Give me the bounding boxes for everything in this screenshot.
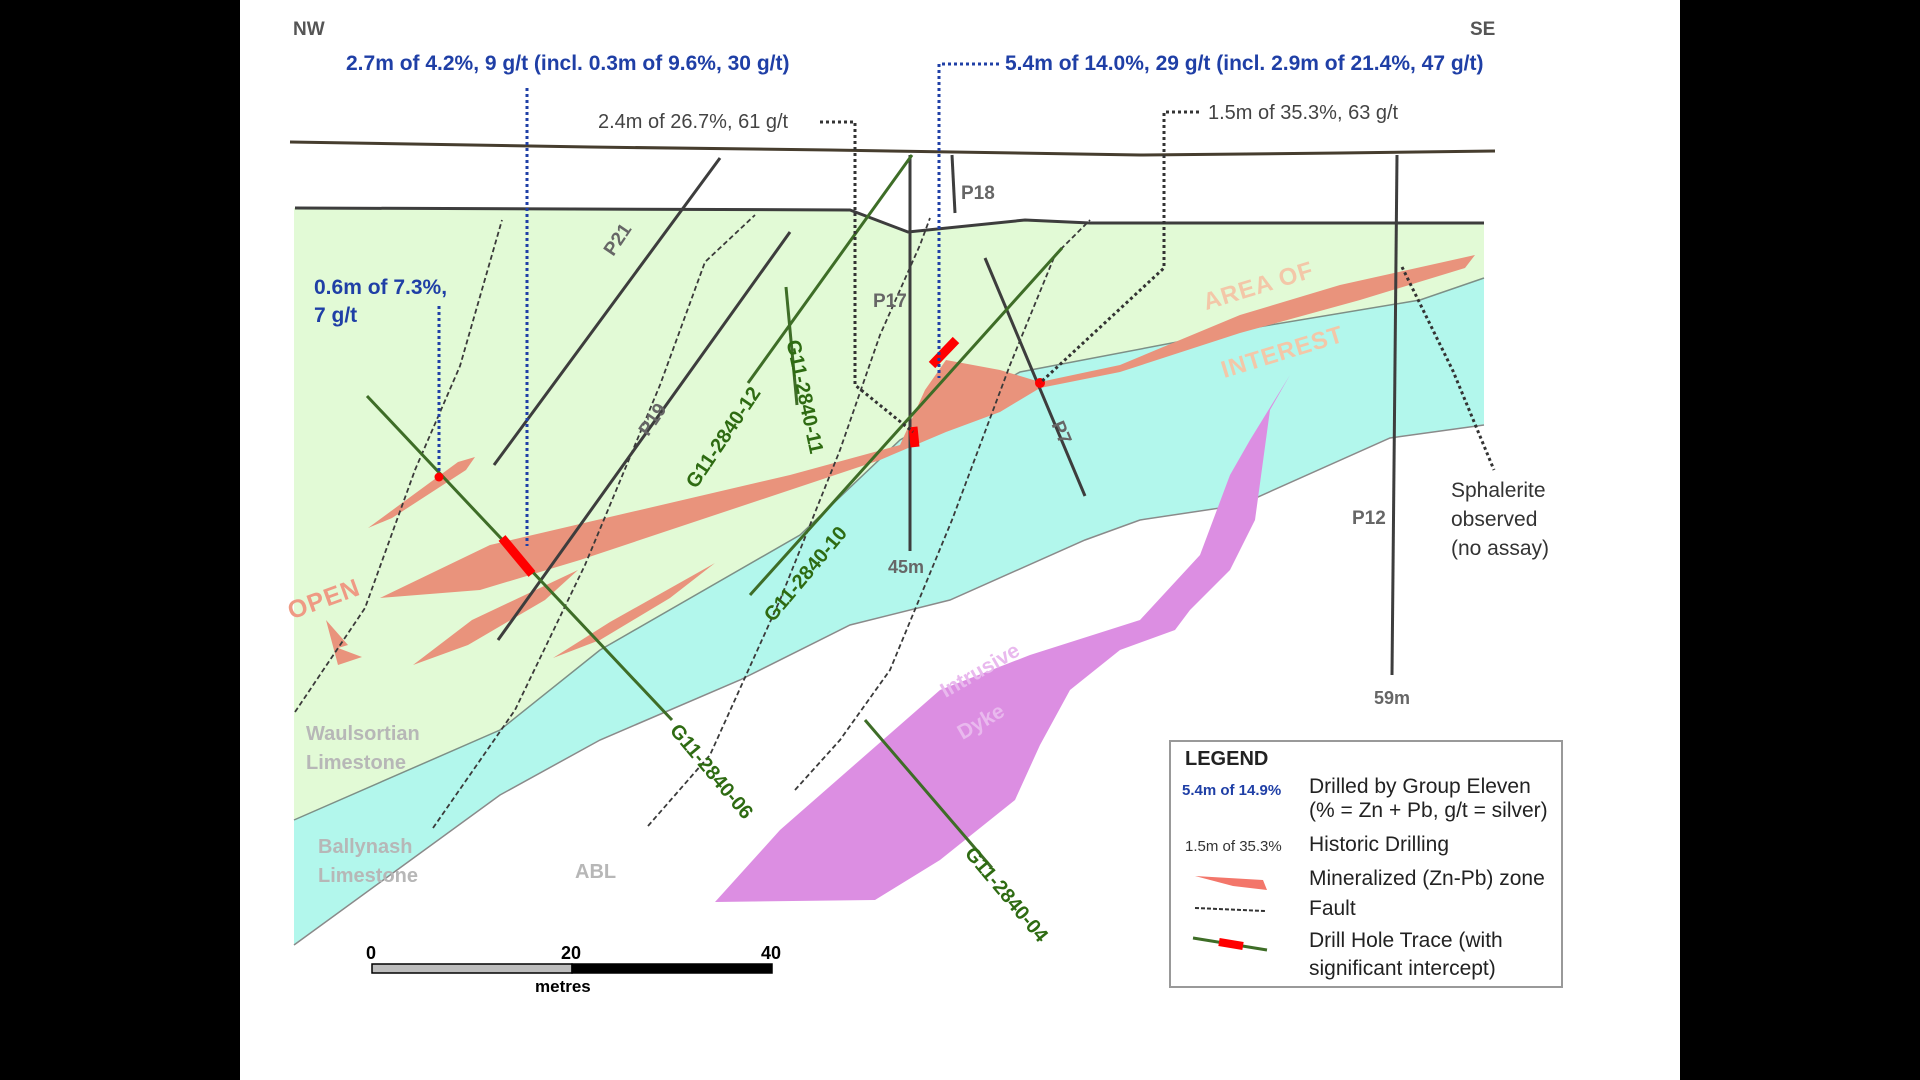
ballynash-label-2: Limestone	[318, 865, 419, 887]
legend-item-drill-trace-2: significant intercept)	[1309, 957, 1496, 980]
legend-swatch-fault	[1194, 907, 1266, 912]
intercept-label-g11-06: 2.7m of 4.2%, 9 g/t (incl. 0.3m of 9.6%,…	[346, 52, 790, 75]
legend-item-group-eleven-1: Drilled by Group Eleven	[1309, 775, 1531, 798]
legend-item-fault: Fault	[1309, 897, 1356, 920]
intercept-g11-06	[498, 535, 536, 577]
legend-item-historic: Historic Drilling	[1309, 833, 1450, 856]
fault-2	[432, 214, 756, 829]
hole-p7-trace	[983, 257, 1087, 497]
intercept-p17	[908, 426, 920, 448]
mineralized-lens-1	[368, 457, 475, 528]
mineralized-zone-main	[380, 255, 1475, 598]
hole-p21-trace	[492, 157, 722, 466]
abl-label: ABL	[575, 861, 617, 883]
waulsortian-label-2: Limestone	[306, 752, 407, 774]
waulsortian-label-1: Waulsortian	[306, 723, 420, 745]
sphalerite-note-1: Sphalerite	[1451, 479, 1546, 502]
cross-section-drawing	[289, 62, 1496, 974]
legend-item-mineralized: Mineralized (Zn-Pb) zone	[1309, 867, 1545, 890]
waulsortian-limestone-unit	[294, 208, 1484, 820]
historic-intercept-1: 2.4m of 26.7%, 61 g/t	[598, 111, 789, 133]
bedrock-surface	[294, 206, 1484, 234]
scale-bar-graphic	[371, 963, 773, 974]
ballynash-label-1: Ballynash	[318, 836, 413, 858]
hole-g11-10-trace	[748, 246, 1064, 597]
hole-p19-trace	[496, 231, 792, 641]
hole-g11-11-trace	[784, 286, 799, 406]
faults	[294, 214, 1091, 829]
scale-unit: metres	[535, 977, 591, 996]
legend-sample-group-eleven: 5.4m of 14.9%	[1182, 782, 1282, 799]
legend-title: LEGEND	[1185, 748, 1269, 770]
scale-tick-0: 0	[366, 943, 377, 963]
fault-4	[794, 219, 1091, 791]
fault-3	[647, 217, 931, 827]
intercept-g11-10	[928, 336, 960, 369]
leader-sphalerite	[1400, 266, 1496, 471]
legend-swatch-drill-trace	[1192, 936, 1268, 952]
legend: LEGEND 5.4m of 14.9% Drilled by Group El…	[1169, 740, 1563, 988]
hole-p12-trace	[1390, 154, 1399, 676]
intercept-label-shallow-2: 7 g/t	[314, 304, 358, 327]
hole-label-p18: P18	[961, 183, 995, 204]
mineralized-lens-2	[413, 570, 578, 665]
intercept-shallow	[434, 472, 444, 482]
scale-tick-20: 20	[561, 943, 582, 963]
leaders-group-eleven	[437, 62, 999, 546]
historic-holes	[492, 154, 1399, 676]
historic-intercept-2: 1.5m of 35.3%, 63 g/t	[1208, 102, 1399, 124]
ballynash-limestone-unit	[294, 278, 1484, 945]
hole-label-p17: P17	[873, 291, 907, 312]
leaders-historic	[820, 110, 1496, 471]
leader-g11-04	[937, 62, 999, 378]
cross-section-figure: NW SE 2.7m of 4.2%, 9 g/t (incl. 0.3m of…	[240, 0, 1680, 1080]
fault-1	[294, 219, 503, 713]
sphalerite-note-3: (no assay)	[1451, 537, 1550, 560]
sphalerite-note-2: observed	[1451, 508, 1538, 531]
legend-item-group-eleven-2: (% = Zn + Pb, g/t = silver)	[1309, 799, 1548, 822]
legend-swatch-mineralized	[1195, 876, 1267, 890]
hole-g11-04-trace	[863, 719, 994, 869]
hole-label-p12: P12	[1352, 508, 1386, 529]
scale-tick-40: 40	[761, 943, 782, 963]
waulsortian-base-contact	[293, 277, 1485, 821]
depth-p17: 45m	[888, 557, 925, 577]
open-arrow	[326, 620, 362, 665]
nw-label: NW	[293, 19, 325, 40]
mineralized-lens-3	[553, 563, 715, 658]
intrusive-dyke	[715, 375, 1290, 902]
ballynash-base-contact	[293, 424, 1485, 946]
hole-g11-12-trace	[746, 154, 914, 384]
hole-p18-trace	[950, 154, 957, 214]
intercept-label-shallow-1: 0.6m of 7.3%,	[314, 276, 448, 299]
legend-sample-historic: 1.5m of 35.3%	[1185, 838, 1282, 855]
intercepts	[498, 336, 960, 577]
legend-item-drill-trace-1: Drill Hole Trace (with	[1309, 929, 1503, 952]
intercept-label-g11-04: 5.4m of 14.0%, 29 g/t (incl. 2.9m of 21.…	[1005, 52, 1484, 75]
se-label: SE	[1470, 19, 1496, 40]
ground-surface	[289, 140, 1496, 157]
depth-p12: 59m	[1374, 688, 1411, 708]
